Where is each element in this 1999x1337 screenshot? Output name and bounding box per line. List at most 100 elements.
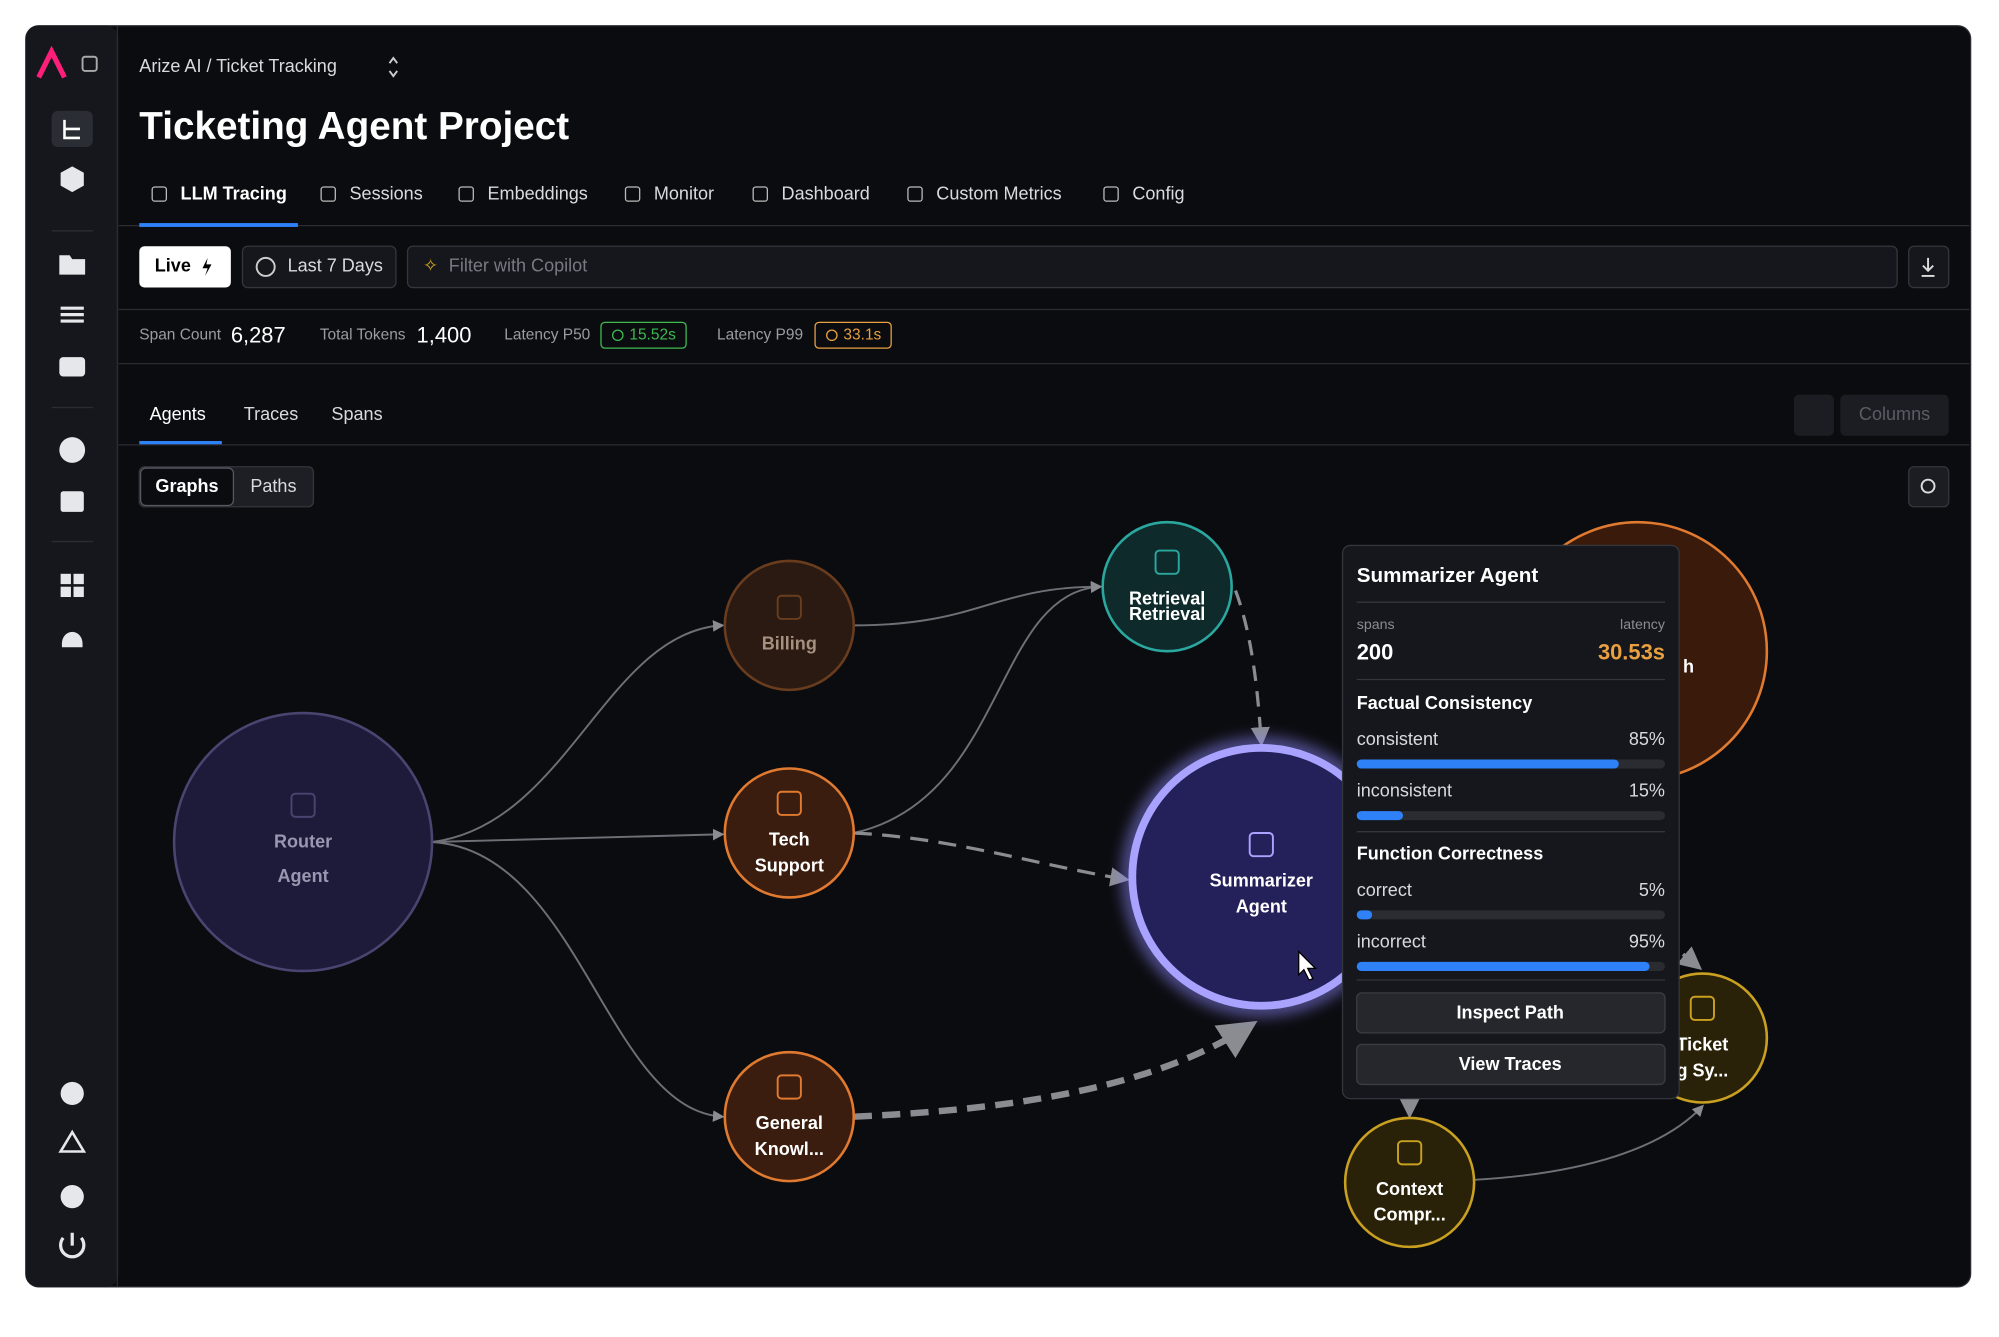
section-title: Function Correctness <box>1357 844 1544 864</box>
node-icon <box>1397 1140 1423 1166</box>
stat-label: Span Count <box>139 326 221 343</box>
sidebar <box>25 25 119 1287</box>
tab-icon <box>151 186 168 202</box>
agent-node[interactable]: Billing <box>723 559 856 692</box>
node-label: Billing <box>762 633 817 653</box>
bar-track <box>1356 910 1665 920</box>
settings-button[interactable] <box>1908 466 1950 508</box>
nav-icon[interactable] <box>60 306 84 323</box>
metric-label: 85% <box>1629 729 1665 749</box>
tab-underline <box>139 223 298 227</box>
stat-label: Total Tokens <box>320 326 406 343</box>
tooltip-button-label: Inspect Path <box>1457 1002 1564 1022</box>
sidebar-icons <box>51 110 93 1259</box>
edges <box>431 580 1704 1181</box>
tooltip-button[interactable] <box>1356 1043 1666 1086</box>
page-title: Ticketing Agent Project <box>139 105 569 148</box>
tab-icon <box>907 186 923 202</box>
live-button[interactable] <box>139 246 231 288</box>
agent-node[interactable]: Tech Support <box>723 767 856 899</box>
breadcrumb[interactable]: Arize AI / Ticket Tracking <box>139 56 337 76</box>
time-range-label: Last 7 Days <box>288 256 383 276</box>
logo[interactable] <box>36 45 67 79</box>
nav-icon[interactable] <box>60 1185 84 1209</box>
columns-button[interactable] <box>1840 394 1949 436</box>
tab[interactable]: Monitor <box>654 183 714 203</box>
nav-icon[interactable] <box>61 631 83 648</box>
node-label: Ticket <box>1676 1035 1728 1055</box>
filter-input[interactable] <box>406 245 1898 289</box>
metric-name: inconsistent <box>1357 780 1452 800</box>
node-label: Knowl... <box>755 1139 824 1159</box>
node-circle <box>723 767 856 899</box>
node-label: Retrieval <box>1129 588 1205 608</box>
metric-label: 95% <box>1629 931 1665 951</box>
node-icon <box>776 790 802 816</box>
spans-value: 200 <box>1357 640 1394 665</box>
subtab[interactable]: Traces <box>244 404 298 424</box>
split-button[interactable] <box>1793 394 1834 436</box>
svg-text:✧: ✧ <box>423 256 438 276</box>
agent-node[interactable]: General Knowl... <box>723 1050 856 1183</box>
node-circle <box>723 559 856 692</box>
clock-icon <box>611 329 624 342</box>
tab[interactable]: Custom Metrics <box>936 183 1061 203</box>
nav-icon[interactable] <box>59 1232 86 1259</box>
tab[interactable]: Embeddings <box>487 183 587 203</box>
node-icon <box>1248 832 1274 858</box>
node-label: Summarizer <box>1210 871 1313 891</box>
agent-node[interactable]: Context Compr... <box>1343 1116 1476 1249</box>
tab-icon <box>624 186 641 202</box>
toggle-active[interactable] <box>139 467 235 507</box>
node-icon <box>290 792 316 818</box>
collapse-icon[interactable] <box>81 55 98 72</box>
nav-icon[interactable] <box>59 357 86 377</box>
bar-track <box>1356 811 1665 821</box>
node-label: Agent <box>1236 897 1287 917</box>
node-icon <box>776 594 802 620</box>
subtab[interactable]: Spans <box>331 404 382 424</box>
metric-name: incorrect <box>1357 931 1426 951</box>
toggle-option[interactable]: Paths <box>250 476 296 496</box>
tab[interactable]: Config <box>1132 183 1184 203</box>
node-label: General <box>756 1113 823 1133</box>
tab[interactable]: Dashboard <box>782 183 870 203</box>
node-circle <box>1101 520 1233 653</box>
metric-name: correct <box>1357 880 1412 900</box>
time-range[interactable] <box>241 245 397 289</box>
nav-icon[interactable] <box>59 437 86 463</box>
live-label: Live <box>155 256 191 276</box>
tab[interactable]: Sessions <box>350 183 423 203</box>
tooltip-button[interactable] <box>1356 992 1666 1034</box>
tab[interactable]: LLM Tracing <box>181 183 287 203</box>
nav-icon[interactable] <box>59 255 86 275</box>
node-icon <box>1154 549 1180 575</box>
agent-node[interactable]: Router Agent <box>172 711 434 973</box>
node-label: Context <box>1376 1179 1443 1199</box>
bar <box>1356 961 1650 971</box>
nav-icon[interactable] <box>60 166 84 193</box>
stat-value: 1,400 <box>417 322 472 347</box>
bar <box>1356 811 1403 821</box>
toggle-option[interactable]: Graphs <box>155 476 218 496</box>
tab-icon <box>320 186 336 202</box>
node-circle <box>1343 1116 1476 1249</box>
tooltip-title: Summarizer Agent <box>1357 564 1539 587</box>
latency-label: latency <box>1620 617 1666 633</box>
latency-badge <box>814 321 892 349</box>
bar <box>1356 910 1373 920</box>
metric-name: consistent <box>1357 729 1438 749</box>
node-circle <box>723 1050 856 1183</box>
nav-icon[interactable] <box>60 491 84 512</box>
stat-label: Latency P99 <box>717 326 803 343</box>
nav-icon[interactable] <box>58 1129 87 1153</box>
nav-icon[interactable] <box>60 1081 84 1106</box>
stat-label: Latency P50 <box>504 326 590 343</box>
nav-icon[interactable] <box>60 573 71 585</box>
subtab[interactable]: Agents <box>150 404 206 424</box>
tab-icon <box>752 186 769 202</box>
metric-label: 5% <box>1639 880 1665 900</box>
node-label: Agent <box>278 866 329 886</box>
